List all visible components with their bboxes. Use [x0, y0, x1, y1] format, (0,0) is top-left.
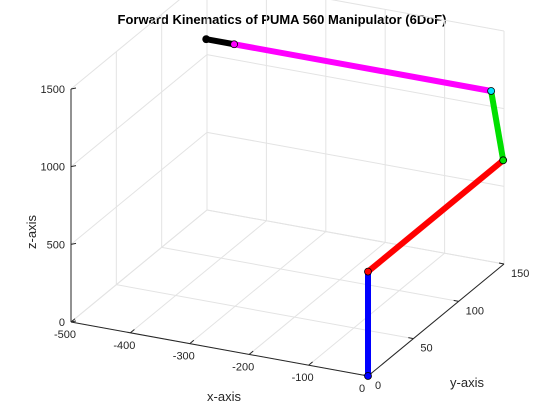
- grid-line: [206, 209, 505, 265]
- z-tick-mark: [70, 165, 77, 168]
- x-tick-mark: [248, 350, 254, 355]
- series-layer: [205, 36, 507, 376]
- x-tick-mark: [308, 361, 313, 366]
- link-segment: [205, 36, 235, 48]
- grid-line: [308, 252, 445, 366]
- tick-layer: -500-400-300-200-1000 0501001500500100015…: [41, 84, 530, 395]
- x-tick-label: 0: [359, 383, 365, 395]
- joint-marker: [202, 35, 211, 44]
- z-tick-label: 1500: [41, 84, 65, 96]
- y-tick-label: 50: [420, 343, 432, 355]
- z-tick-mark: [70, 87, 77, 90]
- joint-layer: [202, 35, 508, 380]
- z-tick-label: 1000: [41, 162, 65, 174]
- x-axis-line: [70, 321, 369, 377]
- grid-line: [70, 0, 180, 90]
- grid-line: [248, 242, 386, 355]
- joint-marker: [364, 372, 372, 380]
- grid-line: [206, 54, 505, 110]
- grid-line: [330, 0, 505, 32]
- z-axis-label: z-axis: [24, 215, 39, 249]
- link-segment: [488, 90, 507, 161]
- joint-marker: [499, 156, 508, 165]
- x-tick-label: -500: [54, 329, 76, 341]
- axis-layer: [70, 87, 505, 377]
- y-axis-label: y-axis: [450, 375, 484, 390]
- x-tick-label: -400: [113, 340, 135, 352]
- grid-line: [70, 54, 208, 168]
- x-axis-label: x-axis: [207, 389, 241, 404]
- x-tick-label: -100: [292, 372, 314, 384]
- x-tick-mark: [189, 339, 195, 344]
- x-tick-label: -300: [173, 351, 195, 363]
- grid-line: [206, 131, 505, 187]
- x-tick-label: -200: [232, 361, 254, 373]
- chart-title: Forward Kinematics of PUMA 560 Manipulat…: [118, 12, 447, 27]
- joint-marker: [364, 267, 372, 276]
- y-tick-mark: [453, 299, 459, 302]
- y-tick-mark: [408, 337, 414, 340]
- y-tick-label: 100: [466, 305, 484, 317]
- grid-line: [161, 246, 459, 302]
- link-segment: [233, 41, 492, 94]
- x-tick-mark: [130, 329, 135, 334]
- grid-line: [116, 284, 414, 340]
- grid-line: [189, 231, 327, 344]
- joint-marker: [230, 40, 239, 49]
- z-tick-label: 0: [59, 317, 65, 329]
- y-tick-mark: [498, 262, 505, 265]
- y-tick-label: 150: [511, 268, 529, 280]
- z-tick-label: 500: [47, 239, 65, 251]
- grid-line: [70, 209, 208, 323]
- grid-line: [70, 131, 208, 245]
- grid-line: [130, 220, 267, 334]
- y-tick-label: 0: [375, 380, 381, 392]
- z-tick-mark: [70, 320, 77, 323]
- z-tick-mark: [70, 242, 77, 245]
- y-axis-line: [367, 263, 505, 377]
- joint-marker: [487, 87, 496, 95]
- link-segment: [366, 157, 506, 274]
